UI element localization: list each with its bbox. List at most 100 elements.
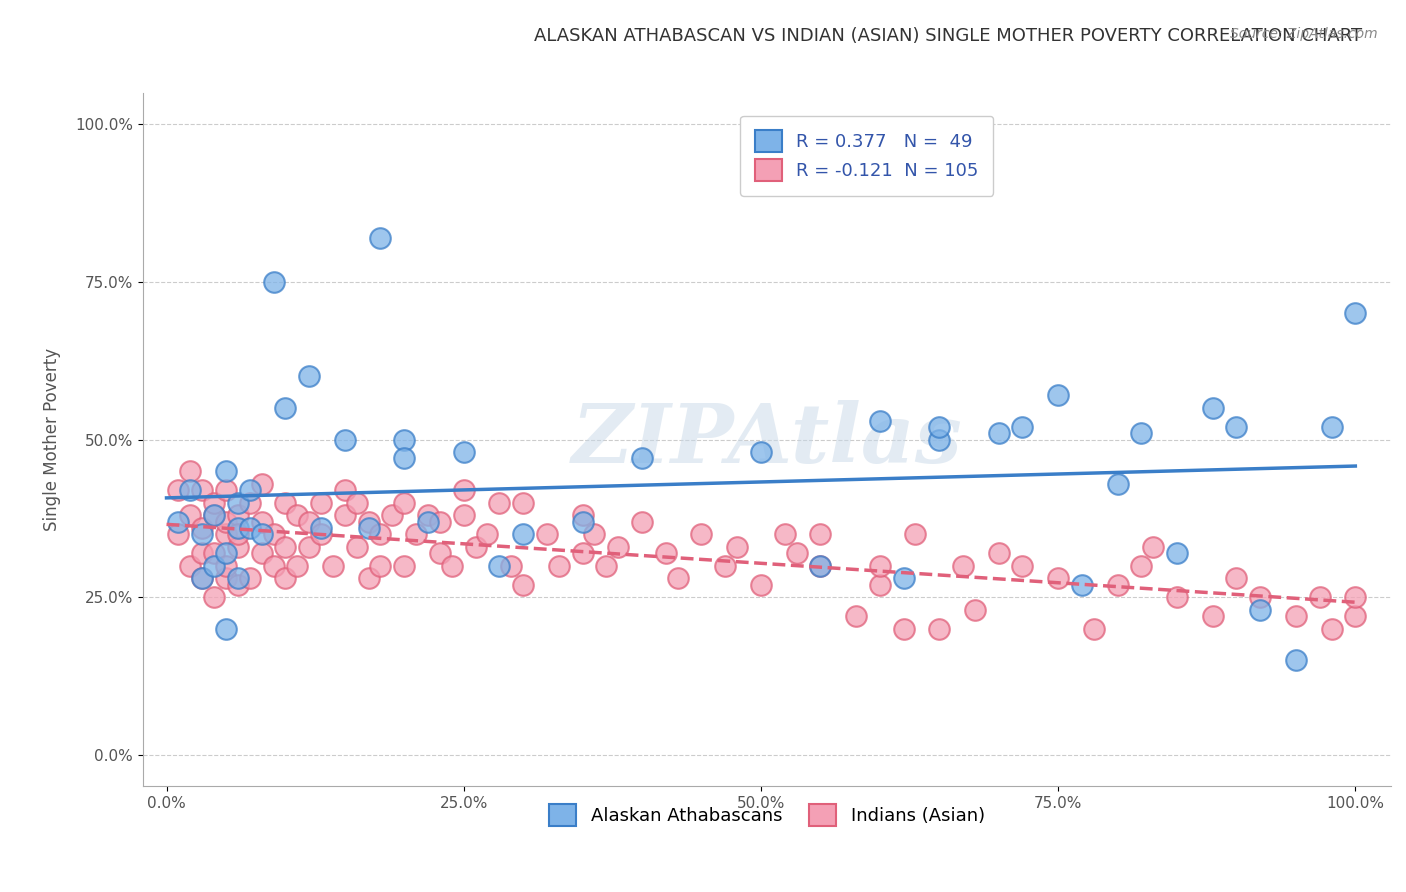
Point	[215, 464, 238, 478]
Point	[215, 558, 238, 573]
Point	[808, 558, 831, 573]
Point	[179, 508, 201, 523]
Point	[453, 445, 475, 459]
Point	[167, 527, 190, 541]
Point	[191, 546, 214, 560]
Point	[453, 508, 475, 523]
Legend: Alaskan Athabascans, Indians (Asian): Alaskan Athabascans, Indians (Asian)	[541, 797, 993, 833]
Point	[1249, 591, 1271, 605]
Point	[226, 508, 249, 523]
Point	[298, 515, 321, 529]
Point	[477, 527, 499, 541]
Point	[215, 527, 238, 541]
Point	[1202, 609, 1225, 624]
Point	[226, 577, 249, 591]
Point	[298, 540, 321, 554]
Point	[1047, 388, 1070, 402]
Point	[904, 527, 927, 541]
Point	[808, 558, 831, 573]
Point	[191, 521, 214, 535]
Point	[226, 521, 249, 535]
Point	[453, 483, 475, 497]
Point	[215, 546, 238, 560]
Point	[309, 521, 332, 535]
Point	[226, 571, 249, 585]
Point	[1107, 577, 1129, 591]
Point	[357, 521, 380, 535]
Point	[547, 558, 569, 573]
Point	[1225, 571, 1247, 585]
Point	[631, 451, 654, 466]
Point	[274, 540, 297, 554]
Point	[464, 540, 486, 554]
Point	[333, 483, 356, 497]
Point	[346, 495, 368, 509]
Point	[263, 558, 285, 573]
Point	[179, 483, 201, 497]
Point	[239, 571, 262, 585]
Point	[167, 515, 190, 529]
Point	[357, 571, 380, 585]
Point	[1011, 558, 1033, 573]
Point	[191, 527, 214, 541]
Point	[571, 546, 593, 560]
Point	[202, 558, 225, 573]
Point	[202, 591, 225, 605]
Point	[1083, 622, 1105, 636]
Point	[215, 515, 238, 529]
Point	[595, 558, 617, 573]
Point	[285, 508, 308, 523]
Point	[333, 433, 356, 447]
Point	[488, 558, 510, 573]
Point	[322, 558, 344, 573]
Point	[346, 540, 368, 554]
Point	[1011, 420, 1033, 434]
Point	[1249, 603, 1271, 617]
Point	[250, 546, 273, 560]
Point	[370, 558, 392, 573]
Point	[987, 426, 1010, 441]
Point	[928, 420, 950, 434]
Point	[370, 230, 392, 244]
Point	[1285, 653, 1308, 667]
Point	[1285, 609, 1308, 624]
Point	[250, 515, 273, 529]
Point	[1320, 420, 1343, 434]
Point	[274, 571, 297, 585]
Point	[394, 495, 416, 509]
Point	[179, 558, 201, 573]
Point	[394, 451, 416, 466]
Point	[298, 369, 321, 384]
Point	[987, 546, 1010, 560]
Point	[440, 558, 463, 573]
Point	[191, 483, 214, 497]
Point	[370, 527, 392, 541]
Point	[394, 558, 416, 573]
Point	[773, 527, 796, 541]
Point	[191, 571, 214, 585]
Point	[167, 483, 190, 497]
Point	[952, 558, 974, 573]
Point	[1107, 476, 1129, 491]
Point	[429, 546, 451, 560]
Point	[749, 445, 772, 459]
Point	[1320, 622, 1343, 636]
Point	[725, 540, 748, 554]
Point	[1142, 540, 1164, 554]
Point	[928, 433, 950, 447]
Point	[1070, 577, 1092, 591]
Point	[215, 483, 238, 497]
Point	[1166, 591, 1188, 605]
Point	[1225, 420, 1247, 434]
Point	[512, 577, 534, 591]
Point	[226, 495, 249, 509]
Point	[215, 571, 238, 585]
Point	[631, 515, 654, 529]
Point	[512, 527, 534, 541]
Point	[893, 622, 915, 636]
Point	[1344, 609, 1367, 624]
Point	[571, 508, 593, 523]
Point	[501, 558, 523, 573]
Point	[239, 495, 262, 509]
Point	[536, 527, 558, 541]
